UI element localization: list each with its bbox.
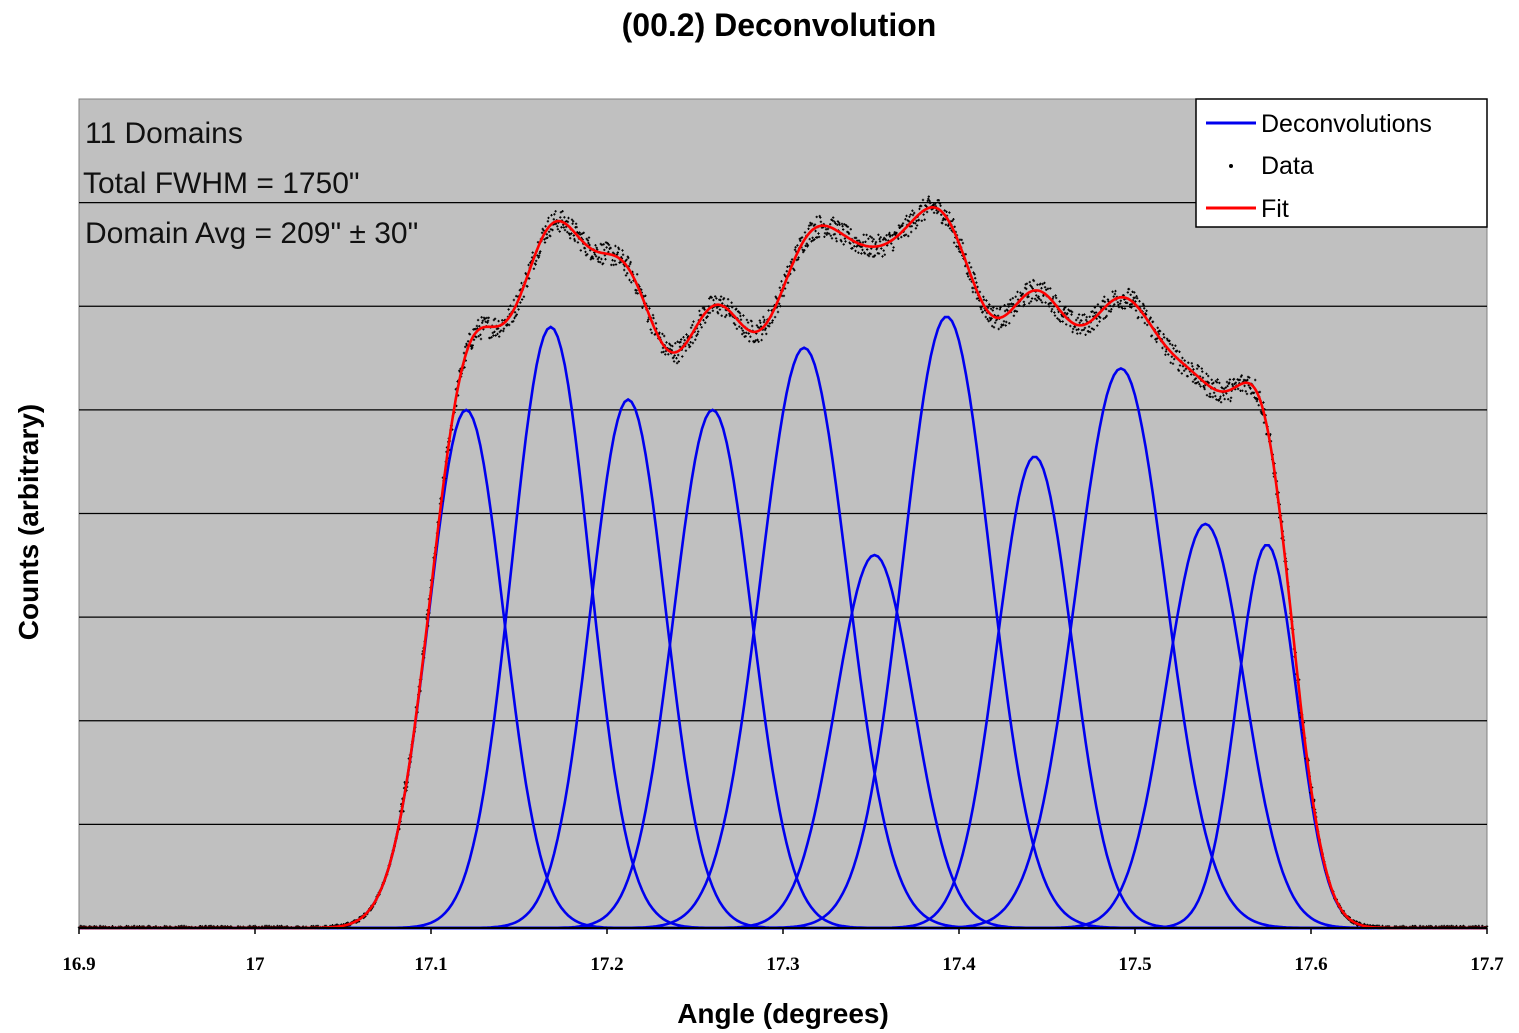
legend-label-fit: Fit — [1261, 195, 1289, 223]
x-tick-label: 17.5 — [1118, 954, 1151, 975]
y-axis-label: Counts (arbitrary) — [13, 404, 44, 640]
legend-label-data: Data — [1261, 152, 1314, 180]
x-tick-label: 17.3 — [766, 954, 799, 975]
x-tick-label: 17.2 — [590, 954, 623, 975]
x-tick-label: 17.1 — [414, 954, 447, 975]
x-tick-label: 17.6 — [1294, 954, 1327, 975]
annotation-domains: 11 Domains — [85, 117, 243, 150]
chart-title: (00.2) Deconvolution — [622, 7, 937, 43]
annotation-total-fwhm: Total FWHM = 1750" — [83, 167, 360, 200]
x-tick-label: 17.4 — [942, 954, 976, 975]
legend: Deconvolutions Data Fit — [1195, 98, 1488, 228]
legend-box — [1195, 98, 1488, 228]
x-axis-label: Angle (degrees) — [677, 998, 889, 1029]
x-tick-label: 17.7 — [1470, 954, 1504, 975]
legend-swatch-data — [1229, 164, 1233, 168]
x-tick-label: 17 — [246, 954, 266, 975]
annotation-domain-avg: Domain Avg = 209" ± 30" — [85, 217, 418, 250]
legend-label-deconvolutions: Deconvolutions — [1261, 110, 1432, 138]
x-tick-label: 16.9 — [62, 954, 95, 975]
x-axis-ticks: 16.9 17 17.1 17.2 17.3 17.4 17.5 17.6 17.7 — [62, 928, 1504, 975]
